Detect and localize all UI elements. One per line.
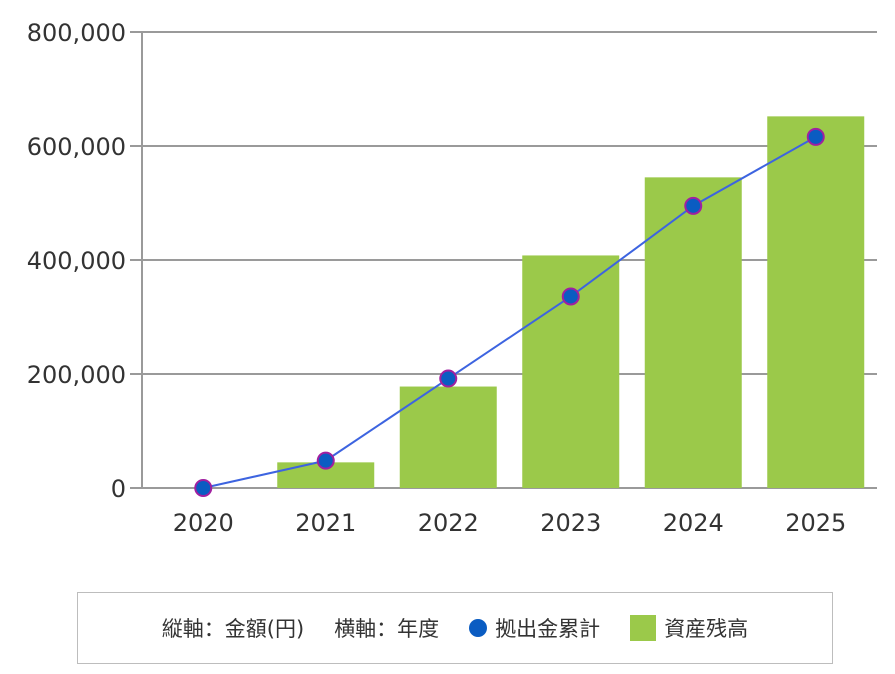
line-point-2023: [561, 287, 580, 306]
legend-y-axis-note-text: 縦軸：金額(円): [161, 617, 305, 641]
line-point-2024: [684, 196, 703, 215]
x-tick-label: 2021: [295, 509, 356, 537]
line-point-2020: [194, 479, 213, 497]
legend-line-marker-icon: [469, 619, 488, 637]
legend-bar-swatch-icon: [630, 615, 657, 641]
line-series-path: [203, 136, 817, 489]
legend-y-axis-note: 縦軸：金額(円): [162, 613, 304, 643]
legend-line-label: 拠出金累計: [495, 617, 601, 641]
line-point-2022: [439, 369, 458, 388]
chart-legend: 縦軸：金額(円) 横軸：年度 拠出金累計 資産残高: [77, 592, 833, 664]
x-tick-label: 2024: [663, 509, 724, 537]
line-point-2021: [316, 451, 335, 470]
bar-2024: [644, 177, 742, 488]
x-tick-label: 2020: [173, 509, 234, 537]
y-tick-label: 200,000: [27, 361, 126, 389]
bar-2025: [767, 116, 865, 489]
legend-x-axis-note-text: 横軸：年度: [334, 617, 440, 641]
x-tick-label: 2023: [540, 509, 601, 537]
y-tick-label: 400,000: [27, 247, 126, 275]
legend-bar-entry: 資産残高: [630, 613, 748, 643]
legend-bar-label: 資産残高: [664, 617, 749, 641]
x-tick-label: 2022: [418, 509, 479, 537]
y-tick-label: 600,000: [27, 133, 126, 161]
legend-line-entry: 拠出金累計: [469, 613, 600, 643]
y-tick-label: 800,000: [27, 19, 126, 47]
x-tick-label: 2025: [785, 509, 846, 537]
y-tick-label: 0: [111, 475, 126, 503]
chart-plot: 0 200,000 400,000 600,000 800,000 2020 2021 202…: [27, 19, 877, 537]
bar-2022: [399, 386, 497, 488]
line-point-2025: [806, 127, 825, 146]
legend-x-axis-note: 横軸：年度: [334, 613, 439, 643]
